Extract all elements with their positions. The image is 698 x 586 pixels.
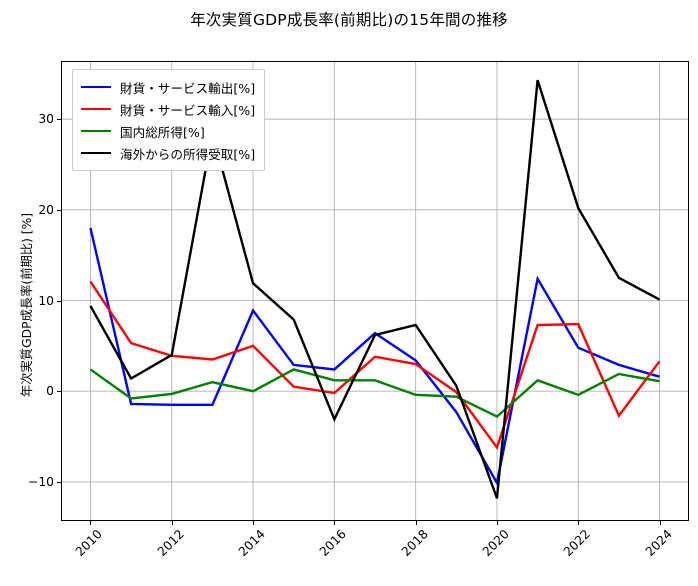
x-tick-mark <box>415 521 417 525</box>
legend-item-3[interactable]: 国内総所得[%] <box>81 120 255 142</box>
x-tick-mark <box>496 521 498 525</box>
x-tick-mark <box>171 521 173 525</box>
series-line-3 <box>89 368 660 419</box>
chart-title: 年次実質GDP成長率(前期比)の15年間の推移 <box>190 11 508 29</box>
x-tick-mark <box>90 521 92 525</box>
x-tick-mark <box>659 521 661 525</box>
x-tick-mark <box>334 521 336 525</box>
x-tick-label: 2018 <box>398 527 431 560</box>
x-tick-label: 2010 <box>73 527 106 560</box>
legend-color-swatch <box>81 152 111 154</box>
y-tick-mark <box>57 209 61 211</box>
legend-color-swatch <box>81 108 111 110</box>
y-tick-mark <box>57 119 61 121</box>
legend-label: 国内総所得[%] <box>120 124 205 140</box>
y-tick-label: 10 <box>38 293 54 308</box>
x-tick-mark <box>578 521 580 525</box>
series-line-4 <box>89 79 661 499</box>
x-tick-mark <box>253 521 255 525</box>
y-tick-mark <box>57 300 61 302</box>
legend-color-swatch <box>81 130 111 132</box>
x-tick-label: 2022 <box>561 527 594 560</box>
legend-item-2[interactable]: 財貨・サービス輸入[%] <box>81 98 255 120</box>
x-tick-label: 2024 <box>642 527 675 560</box>
legend-label: 財貨・サービス輸入[%] <box>120 102 256 118</box>
y-tick-label: −10 <box>28 474 54 489</box>
y-tick-mark <box>57 481 61 483</box>
x-tick-label: 2020 <box>479 527 512 560</box>
legend-label: 海外からの所得受取[%] <box>120 146 256 162</box>
legend-item-1[interactable]: 財貨・サービス輸出[%] <box>81 76 255 98</box>
legend-item-4[interactable]: 海外からの所得受取[%] <box>81 142 255 164</box>
y-tick-mark <box>57 391 61 393</box>
x-tick-label: 2016 <box>317 527 350 560</box>
x-tick-label: 2012 <box>154 527 187 560</box>
y-tick-label: 20 <box>38 202 54 217</box>
legend-color-swatch <box>81 86 111 88</box>
legend-label: 財貨・サービス輸出[%] <box>120 80 256 96</box>
y-tick-label: 30 <box>38 112 54 127</box>
chart-legend: 財貨・サービス輸出[%] 財貨・サービス輸入[%] 国内総所得[%] 海外からの所得受… <box>72 69 266 171</box>
series-line-2 <box>89 280 661 451</box>
y-tick-label: 0 <box>46 384 54 399</box>
x-tick-label: 2014 <box>235 527 268 560</box>
